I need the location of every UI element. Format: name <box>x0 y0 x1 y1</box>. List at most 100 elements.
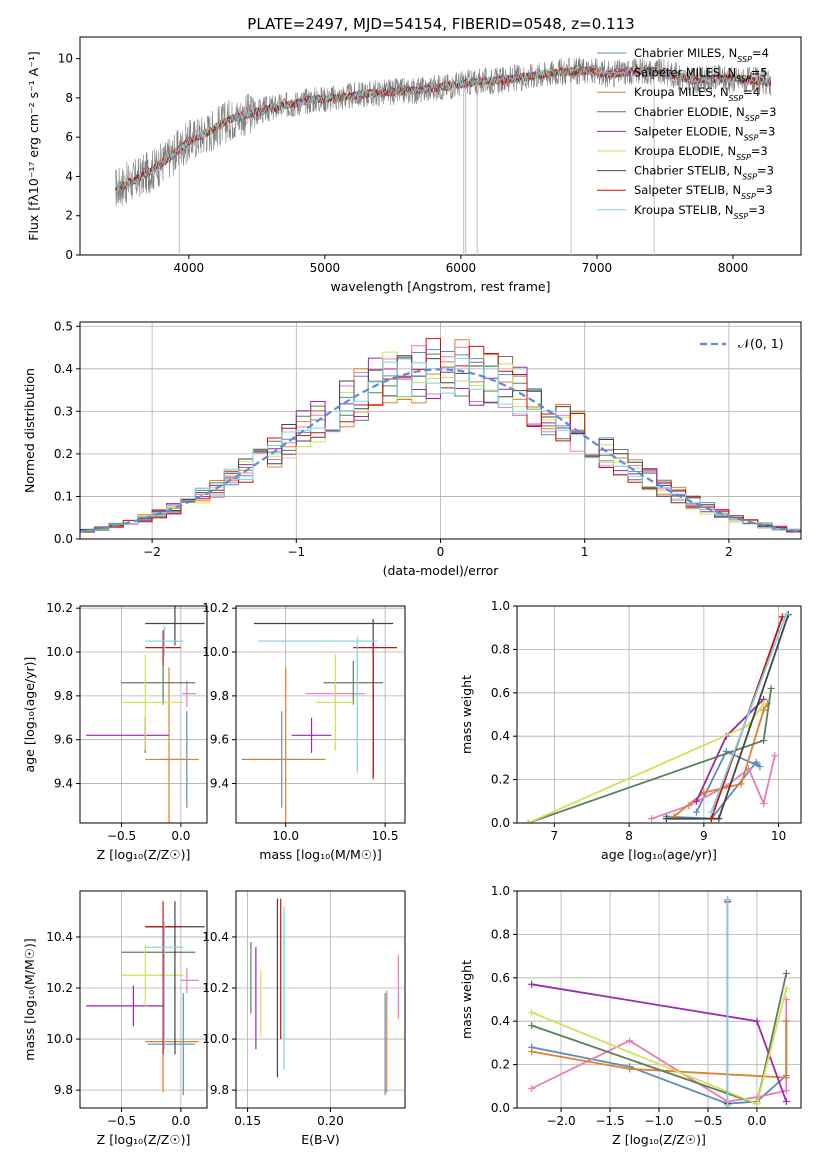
y-tick-label: 10.2 <box>202 601 229 615</box>
residuals-panel: −2 −1 0 1 2 0.0 0.1 0.2 0.3 0.4 0.5 (data-model)/er… <box>22 319 802 578</box>
plus-marker <box>782 611 790 619</box>
y-axis-label: age [log₁₀(age/yr)] <box>22 657 37 773</box>
plus-marker <box>528 1048 536 1056</box>
plus-marker <box>760 799 768 807</box>
x-tick-label: −0.5 <box>107 1114 136 1128</box>
plot-area <box>80 338 801 533</box>
y-tick-label: 0.4 <box>54 362 73 376</box>
plus-marker <box>692 808 700 816</box>
plus-marker <box>782 985 790 993</box>
plus-marker <box>782 1017 790 1025</box>
x-tick-label: 2 <box>725 545 733 559</box>
legend-entry: Salpeter MILES, NSSP=5 <box>634 66 768 84</box>
plus-marker <box>782 969 790 977</box>
mass-weight-vs-age-panel: 7 8 9 10 0.0 0.2 0.4 0.6 0.8 1.0 age [log₁₀(age/yr… <box>459 599 802 862</box>
x-tick-label: 7 <box>551 829 559 843</box>
y-tick-label: 10.4 <box>46 930 73 944</box>
y-tick-label: 9.8 <box>210 689 229 703</box>
legend-entry: Salpeter STELIB, NSSP=3 <box>634 183 773 201</box>
y-axis-label: mass weight <box>459 960 474 1039</box>
x-tick-label: −1.0 <box>644 1114 673 1128</box>
legend-entry: Kroupa MILES, NSSP=4 <box>634 85 760 103</box>
x-axis-label: mass [log₁₀(M/M☉)] <box>259 847 381 862</box>
x-tick-label: 4000 <box>174 261 205 275</box>
mass-weight-series <box>710 614 787 813</box>
x-tick-label: 0.0 <box>171 1114 190 1128</box>
plus-marker <box>648 815 656 823</box>
plus-marker <box>524 819 532 823</box>
plot-area <box>528 896 790 1108</box>
plus-marker <box>662 815 670 823</box>
axes-frame <box>516 605 802 824</box>
plus-marker <box>771 752 779 760</box>
plot-area <box>524 611 792 823</box>
y-tick-label: 0.4 <box>491 1014 510 1028</box>
mass-weight-series <box>651 755 776 820</box>
x-axis-label: age [log₁₀(age/yr)] <box>601 847 717 862</box>
mass-weight-series <box>531 1021 788 1079</box>
x-tick-label: 10.5 <box>372 829 399 843</box>
y-tick-label: 0.4 <box>491 729 510 743</box>
axes-frame <box>235 605 406 824</box>
plus-marker <box>700 789 708 797</box>
legend-entry: Chabrier MILES, NSSP=4 <box>634 46 769 64</box>
x-axis-label: wavelength [Angstrom, rest frame] <box>330 279 550 294</box>
x-tick-label: −2.0 <box>546 1114 575 1128</box>
y-tick-label: 10.0 <box>46 1032 73 1046</box>
y-tick-label: 10 <box>58 52 73 66</box>
y-axis-label: Flux [fλ10⁻¹⁷ erg cm⁻² s⁻¹ A⁻¹] <box>26 51 41 240</box>
x-tick-label: 5000 <box>310 261 341 275</box>
mass-vs-z-panel: −0.5 0.0 9.8 10.0 10.2 10.4 Z [log₁₀(Z/Z☉)] mas… <box>22 890 208 1147</box>
plus-marker <box>707 808 715 816</box>
figure-title: PLATE=2497, MJD=54154, FIBERID=0548, z=0… <box>247 15 634 33</box>
plot-area <box>85 606 205 823</box>
plus-marker <box>724 1102 732 1108</box>
plus-marker <box>626 1037 634 1045</box>
x-tick-label: −0.5 <box>107 829 136 843</box>
plot-area <box>241 619 398 823</box>
legend-entry: Salpeter ELODIE, NSSP=3 <box>634 124 775 142</box>
legend-entry-gaussian: 𝒩(0, 1) <box>738 336 784 351</box>
y-tick-label: 10.0 <box>202 645 229 659</box>
y-tick-label: 0.0 <box>491 1101 510 1115</box>
series-model-spectrum <box>115 65 772 192</box>
y-tick-label: 0.2 <box>54 447 73 461</box>
y-tick-label: 4 <box>65 169 73 183</box>
y-tick-label: 9.8 <box>54 1083 73 1097</box>
y-tick-label: 8 <box>65 91 73 105</box>
plus-marker <box>760 737 768 745</box>
y-tick-label: 1.0 <box>491 884 510 898</box>
x-tick-label: 6000 <box>446 261 477 275</box>
x-axis-label: (data-model)/error <box>383 563 500 578</box>
plus-marker <box>724 896 732 904</box>
y-tick-label: 9.4 <box>210 777 229 791</box>
x-axis-label: E(B-V) <box>301 1132 340 1147</box>
plus-marker <box>752 758 760 766</box>
x-axis-label: Z [log₁₀(Z/Z☉)] <box>97 1132 191 1147</box>
plus-marker <box>756 763 764 771</box>
axes-frame <box>79 36 802 256</box>
plus-marker <box>753 1017 761 1025</box>
axes-frame <box>79 890 208 1109</box>
y-tick-label: 9.6 <box>54 733 73 747</box>
plot-area <box>250 898 399 1096</box>
x-tick-label: −1 <box>287 545 305 559</box>
x-tick-label: 0.0 <box>171 829 190 843</box>
y-tick-label: 10.2 <box>202 981 229 995</box>
gaussian-curve <box>80 368 801 533</box>
y-tick-label: 9.4 <box>54 777 73 791</box>
plus-marker <box>528 980 536 988</box>
x-tick-label: 0.0 <box>747 1114 766 1128</box>
y-tick-label: 9.8 <box>210 1083 229 1097</box>
y-tick-label: 2 <box>65 209 73 223</box>
x-tick-label: 1 <box>581 545 589 559</box>
plot-area <box>115 56 772 255</box>
y-tick-label: 0.3 <box>54 404 73 418</box>
plus-marker <box>782 1087 790 1095</box>
legend-entry: Kroupa ELODIE, NSSP=3 <box>634 144 768 162</box>
plot-area <box>85 901 205 1096</box>
y-tick-label: 10.2 <box>46 601 73 615</box>
plus-marker <box>692 797 700 805</box>
y-tick-label: 0.5 <box>54 319 73 333</box>
